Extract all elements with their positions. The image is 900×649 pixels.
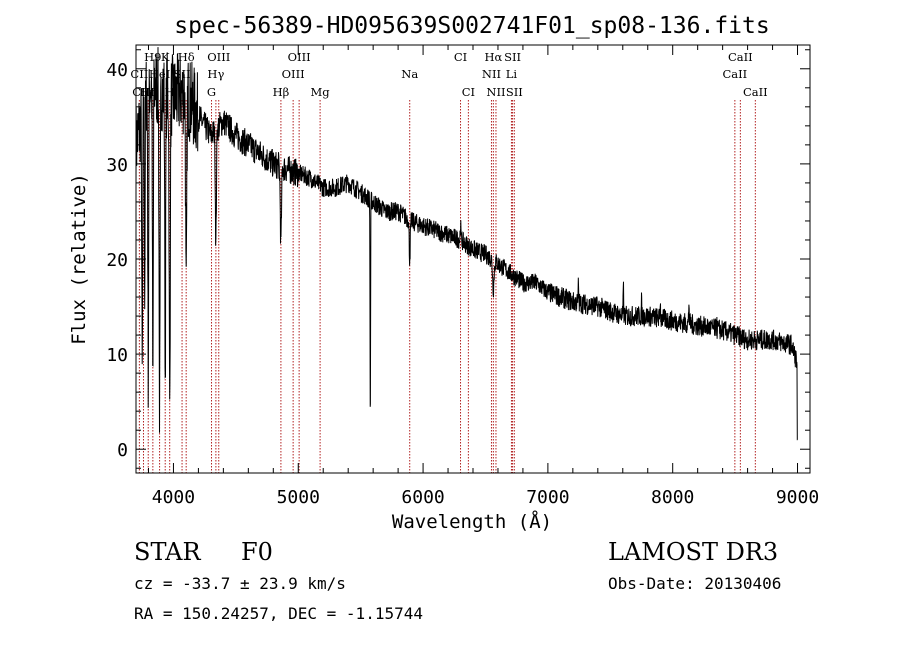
- x-axis: 4000 5000 6000 7000 8000 9000: [147, 45, 819, 508]
- y-tick-label: 0: [117, 440, 128, 461]
- line-label: G: [207, 85, 216, 99]
- y-tick-label: 20: [106, 250, 128, 271]
- ra-dec-coordinates: RA = 150.24257, DEC = -1.15744: [134, 604, 423, 623]
- line-label: H9: [144, 50, 161, 64]
- y-axis-label: Flux (relative): [68, 173, 90, 345]
- redshift-cz: cz = -33.7 ± 23.9 km/s: [134, 574, 346, 593]
- line-label: CaII: [722, 67, 747, 81]
- x-tick-label: 9000: [776, 487, 819, 508]
- line-label: Na: [401, 67, 418, 81]
- y-tick-label: 30: [106, 155, 128, 176]
- line-label: Hδ: [178, 50, 195, 64]
- line-label: Mg: [311, 85, 331, 99]
- y-axis: 0 10 20 30 40: [106, 49, 810, 469]
- spectral-line-markers: [138, 100, 756, 473]
- x-axis-label: Wavelength (Å): [392, 510, 552, 533]
- object-class: STAR: [134, 538, 201, 566]
- x-tick-label: 6000: [401, 487, 444, 508]
- x-tick-label: 7000: [526, 487, 569, 508]
- line-label: K: [161, 50, 170, 64]
- line-label: CII: [130, 67, 148, 81]
- y-tick-label: 40: [106, 60, 128, 81]
- line-label: CI: [454, 50, 467, 64]
- line-label: Li: [506, 67, 518, 81]
- line-label: OIII: [288, 50, 311, 64]
- y-tick-label: 10: [106, 345, 128, 366]
- line-label: H: [165, 85, 175, 99]
- spectrum-line: [135, 47, 798, 441]
- x-tick-label: 8000: [651, 487, 694, 508]
- line-label: CaII: [728, 50, 753, 64]
- x-tick-label: 5000: [277, 487, 320, 508]
- line-label: CaII: [743, 85, 768, 99]
- line-label: CI: [462, 85, 475, 99]
- line-label: OIII: [282, 67, 305, 81]
- line-label: SII: [506, 85, 523, 99]
- survey-name: LAMOST DR3: [608, 538, 779, 566]
- x-tick-label: 4000: [152, 487, 195, 508]
- line-label: OIII: [207, 50, 230, 64]
- line-label: Hγ: [207, 67, 224, 81]
- line-label: NII: [486, 85, 505, 99]
- line-label: Hβ: [273, 85, 290, 99]
- observation-date: Obs-Date: 20130406: [608, 574, 782, 593]
- line-label: Hη: [140, 85, 157, 99]
- line-label: SII: [504, 50, 521, 64]
- plot-frame: [135, 44, 811, 474]
- chart-title: spec-56389-HD095639S002741F01_sp08-136.f…: [174, 13, 769, 39]
- line-label: Hα: [484, 50, 502, 64]
- line-label: NII: [482, 67, 501, 81]
- object-subclass: F0: [241, 538, 273, 566]
